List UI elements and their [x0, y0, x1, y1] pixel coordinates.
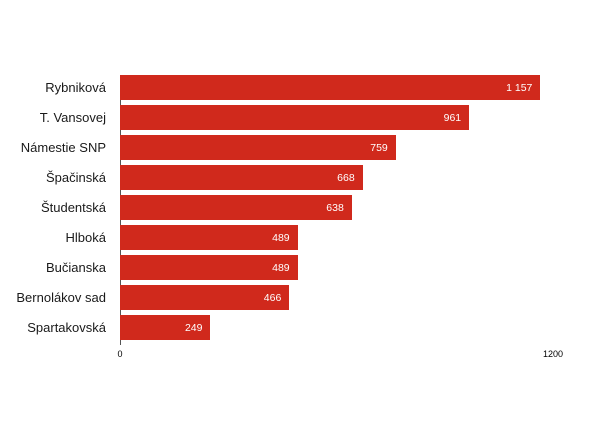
bar-row: T. Vansovej 961: [0, 105, 556, 130]
bar-track: 668: [120, 165, 556, 190]
bar: 961: [120, 105, 470, 130]
category-label: Bučianska: [46, 260, 106, 275]
bar: 1 157: [120, 75, 541, 100]
bar-track: 1 157: [120, 75, 556, 100]
bar: 668: [120, 165, 363, 190]
bar-track: 249: [120, 315, 556, 340]
bar-row: Špačinská 668: [0, 165, 556, 190]
bar-row: Spartakovská 249: [0, 315, 556, 340]
bar: 249: [120, 315, 211, 340]
bar-value-label: 759: [370, 141, 388, 154]
bar-value-label: 638: [326, 201, 344, 214]
x-axis-tick-max: 1200: [542, 349, 564, 359]
bar-row: Námestie SNP 759: [0, 135, 556, 160]
bar-value-label: 489: [272, 231, 290, 244]
bar-row: Hlboká 489: [0, 225, 556, 250]
bar-value-label: 489: [272, 261, 290, 274]
bar-track: 489: [120, 225, 556, 250]
plot-area: Rybniková 1 157 T. Vansovej 961 Námestie SNP…: [0, 75, 556, 340]
bar-track: 638: [120, 195, 556, 220]
bar-track: 961: [120, 105, 556, 130]
bar-track: 489: [120, 255, 556, 280]
bar-value-label: 668: [337, 171, 355, 184]
bar-value-label: 249: [184, 321, 203, 334]
bar: 638: [120, 195, 352, 220]
bar-value-label: 1 157: [506, 81, 533, 94]
category-label: Študentská: [40, 200, 106, 215]
category-label: Spartakovská: [27, 320, 106, 335]
category-label: Rybniková: [45, 80, 106, 95]
bar-track: 466: [120, 285, 556, 310]
bar: 759: [120, 135, 396, 160]
category-label: Námestie SNP: [20, 140, 106, 155]
x-axis-tick-min: 0: [117, 349, 123, 359]
bar-row: Rybniková 1 157: [0, 75, 556, 100]
bar-value-label: 466: [263, 291, 282, 304]
bar: 489: [120, 225, 298, 250]
chart-rows: Rybniková 1 157 T. Vansovej 961 Námestie SNP…: [0, 75, 556, 340]
category-label: T. Vansovej: [39, 110, 106, 125]
bar-row: Bučianska 489: [0, 255, 556, 280]
bar: 489: [120, 255, 298, 280]
bar-track: 759: [120, 135, 556, 160]
bar: 466: [120, 285, 290, 310]
bar-row: Študentská 638: [0, 195, 556, 220]
bar-row: Bernolákov sad 466: [0, 285, 556, 310]
bar-value-label: 961: [443, 111, 462, 124]
category-label: Hlboká: [65, 230, 106, 245]
category-label: Bernolákov sad: [16, 290, 106, 305]
category-label: Špačinská: [46, 170, 106, 185]
